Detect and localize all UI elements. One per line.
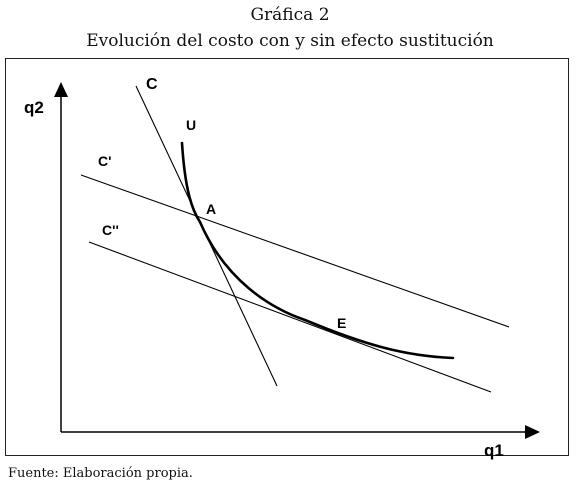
figure-number: Gráfica 2 [250,5,330,25]
source-note: Fuente: Elaboración propia. [8,466,193,481]
cost-line-c-prime [80,174,510,328]
y-axis-arrow [54,82,68,97]
label-c: C [146,76,158,93]
y-axis-label: q2 [24,98,44,117]
diagram-frame [5,58,569,456]
figure-title: Evolución del costo con y sin efecto sus… [86,31,494,51]
x-axis-label: q1 [484,441,504,460]
indifference-curve-u [180,141,455,360]
label-c-prime: C' [98,153,111,169]
figure-title-block: Gráfica 2 Evolución del costo con y sin … [0,2,580,54]
point-e-label: E [337,315,346,331]
label-u: U [186,117,196,133]
label-c-double-prime: C'' [102,222,119,238]
cost-line-c-double-prime [88,241,492,393]
point-a-label: A [206,201,216,217]
x-axis-arrow [525,425,540,439]
